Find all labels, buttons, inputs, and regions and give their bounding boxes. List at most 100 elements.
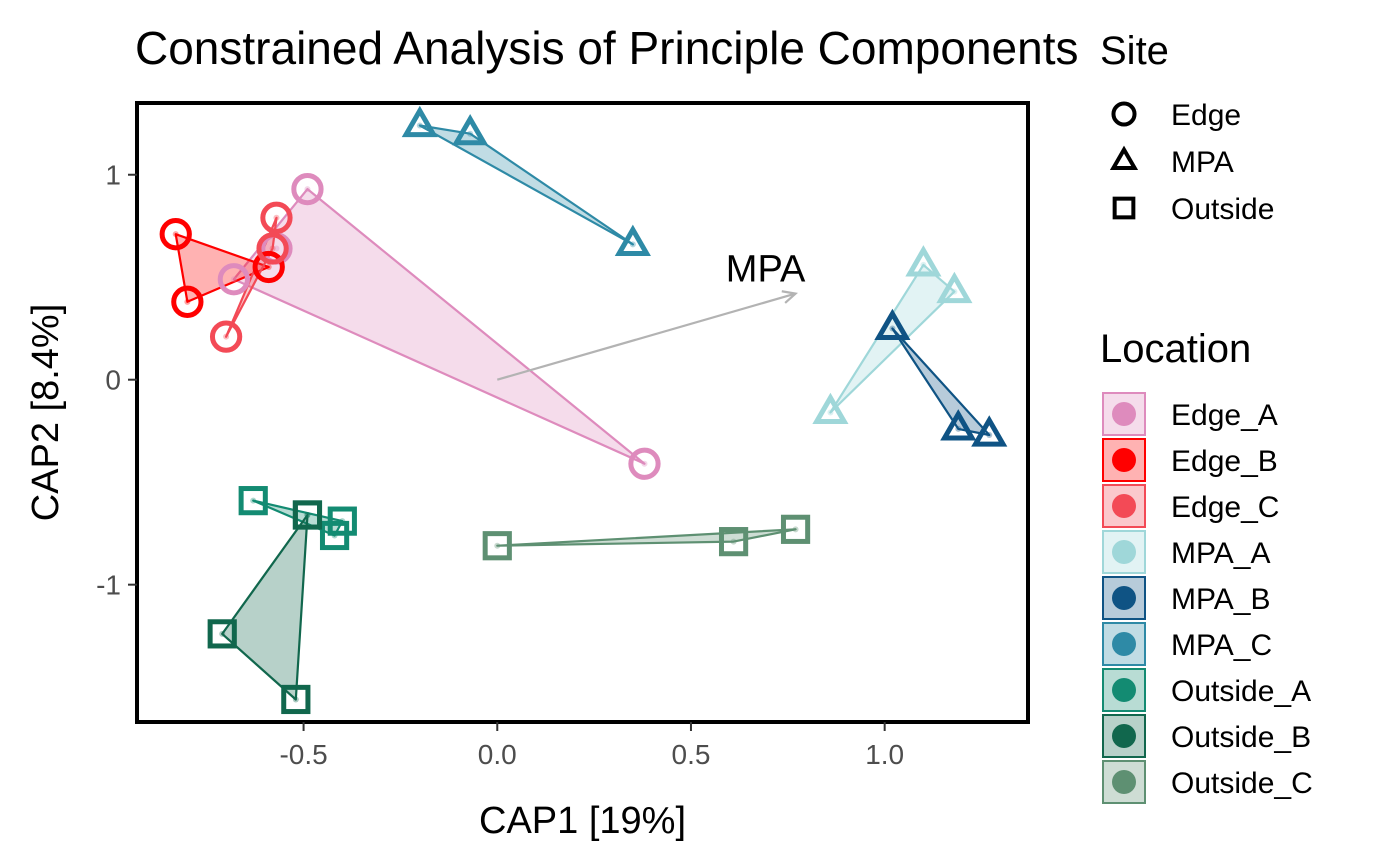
x-tick-label: 1.0 [865,739,904,770]
point-outside-b [292,500,323,530]
point-center-outside-c [792,526,799,533]
location-legend-label: MPA_A [1171,537,1270,570]
point-outside-c [482,531,512,561]
point-center-mpa-a [951,288,958,295]
point-center-mpa-a [827,409,834,416]
point-mpa-a [905,245,942,277]
point-center-outside-a [339,518,346,525]
point-mpa-c [452,113,489,146]
point-mpa-b [940,409,977,441]
point-edge-c [256,232,289,265]
point-center-mpa-b [955,425,962,432]
location-legend-dot-edge-c [1112,494,1136,518]
location-legend-label: Edge_B [1171,445,1278,478]
site-legend-label: Edge [1171,99,1241,132]
point-center-mpa-b [889,325,896,332]
x-axis-title: CAP1 [19%] [479,800,686,842]
point-mpa-a [812,392,849,425]
point-center-edge-b [172,231,179,238]
point-outside-a [327,506,357,536]
chart-title: Constrained Analysis of Principle Compon… [135,22,1079,74]
point-edge-b [171,285,204,318]
location-legend-dot-outside-b [1112,724,1136,748]
point-center-mpa-b [986,432,993,439]
site-legend-label: Outside [1171,193,1274,226]
point-center-outside-b [292,696,299,703]
point-center-outside-b [219,630,226,637]
hull-edge-b [174,233,270,303]
point-center-mpa-c [629,241,636,248]
points-layer [159,105,1008,715]
y-tick-label: 1 [105,160,121,191]
mpa-arrow-line [496,292,796,381]
location-legend-dot-mpa-c [1112,632,1136,656]
point-edge-a [628,447,661,480]
point-outside-b [281,684,311,715]
y-tick-label: 0 [105,365,121,396]
point-center-outside-c [730,538,737,545]
site-legend-key-edge [1111,101,1137,127]
location-legend-label: MPA_B [1171,583,1270,616]
point-outside-c [718,527,749,557]
x-tick-label: 0.5 [672,739,711,770]
point-center-mpa-c [416,122,423,129]
location-legend-dot-mpa-a [1112,540,1136,564]
site-legend: Edge MPA Outside [1109,99,1274,226]
point-center-edge-a [230,276,237,283]
site-legend-key-outside [1112,196,1136,220]
point-mpa-c [614,224,651,256]
location-legend-dot-outside-c [1112,770,1136,794]
hull-mpa-b [891,327,991,437]
hull-mpa-c [418,124,635,246]
point-outside-c [780,514,811,544]
location-legend-label: Outside_B [1171,721,1311,754]
plot-panel-border [135,101,1030,724]
point-center-edge-b [184,298,191,305]
location-legend-label: Edge_C [1171,491,1279,524]
x-tick-label: -0.5 [279,739,327,770]
location-legend-dot-outside-a [1112,678,1136,702]
site-legend-label: MPA [1171,146,1234,179]
axis-ticks-layer: -0.5 0.0 0.5 1.0 1 0 -1 [96,160,904,770]
point-center-edge-a [641,460,648,467]
x-tick-label: 0.0 [478,739,517,770]
location-legend-label: Edge_A [1171,399,1278,432]
location-legend-title: Location [1100,327,1251,371]
location-legend-dot-edge-b [1112,448,1136,472]
point-center-mpa-a [920,261,927,268]
point-center-edge-a [273,245,280,252]
location-legend-label: MPA_C [1171,629,1272,662]
point-edge-b [252,250,285,284]
location-legend: Edge_A Edge_B Edge_C MPA_A MPA_B MPA_C Outside… [1102,392,1313,804]
point-center-edge-c [269,245,276,252]
location-legend-dot-edge-a [1112,402,1136,426]
point-center-outside-b [304,511,311,518]
point-center-edge-b [265,263,272,270]
point-edge-c [209,320,243,353]
site-legend-title: Site [1100,29,1169,73]
location-legend-key-outside-a [1102,668,1146,712]
point-edge-b [159,218,192,251]
location-legend-label: Outside_C [1171,767,1313,800]
point-center-outside-a [250,497,257,504]
point-mpa-b [874,308,911,341]
point-center-outside-a [304,511,311,518]
y-tick-label: -1 [96,570,121,601]
point-center-edge-a [304,186,311,193]
point-outside-b [207,619,237,649]
hull-outside-b [221,513,309,701]
hulls-layer [174,124,991,701]
point-center-outside-c [494,542,501,549]
point-edge-a [217,263,250,296]
site-legend-key-mpa [1109,145,1139,170]
y-axis-title: CAP2 [8.4%] [25,304,67,522]
point-edge-a [291,172,324,206]
point-mpa-a [936,271,973,304]
point-center-mpa-c [467,130,474,137]
point-mpa-b [971,415,1008,447]
hull-edge-a [232,188,646,465]
point-mpa-c [401,105,438,138]
mpa-arrow-head [781,290,798,304]
point-outside-a [238,486,268,516]
